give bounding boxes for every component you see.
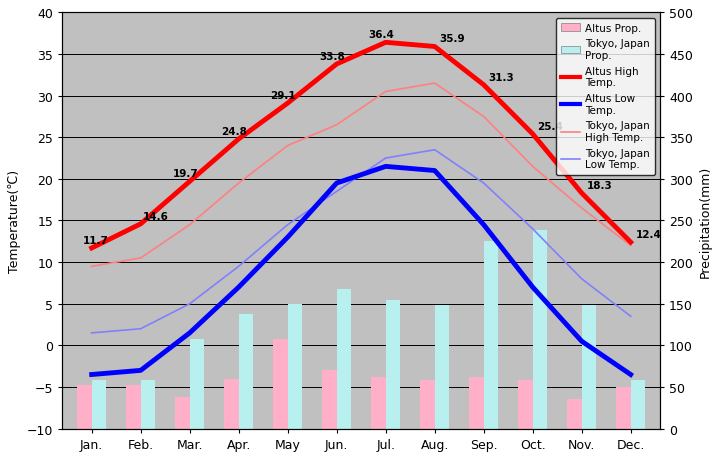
Y-axis label: Temperature(℃): Temperature(℃) (9, 169, 22, 273)
Bar (140, 381, 156, 429)
Bar (126, 386, 140, 429)
Bar (189, 339, 204, 429)
Bar (371, 377, 386, 429)
Bar (616, 387, 631, 429)
Y-axis label: Precipitation(mm): Precipitation(mm) (698, 165, 711, 277)
Bar (288, 304, 302, 429)
Bar (239, 314, 253, 429)
Text: 24.8: 24.8 (222, 127, 248, 137)
Bar (533, 231, 547, 429)
Legend: Altus Prop., Tokyo, Japan
Prop., Altus High
Temp., Altus Low
Temp., Tokyo, Japan: Altus Prop., Tokyo, Japan Prop., Altus H… (556, 18, 655, 175)
Bar (273, 339, 288, 429)
Bar (175, 397, 189, 429)
Text: 29.1: 29.1 (271, 91, 296, 101)
Text: 12.4: 12.4 (636, 230, 662, 240)
Text: 18.3: 18.3 (587, 181, 612, 190)
Bar (582, 306, 596, 429)
Bar (435, 306, 449, 429)
Text: 36.4: 36.4 (369, 30, 395, 40)
Bar (322, 370, 337, 429)
Bar (224, 379, 239, 429)
Text: 31.3: 31.3 (489, 73, 514, 83)
Text: 19.7: 19.7 (173, 169, 198, 179)
Bar (469, 377, 484, 429)
Bar (518, 381, 533, 429)
Text: 14.6: 14.6 (143, 211, 169, 221)
Bar (91, 381, 107, 429)
Bar (420, 381, 435, 429)
Text: 11.7: 11.7 (83, 235, 109, 246)
Bar (631, 381, 645, 429)
Bar (567, 400, 582, 429)
Bar (484, 242, 498, 429)
Text: 33.8: 33.8 (320, 52, 346, 62)
Text: 25.4: 25.4 (538, 122, 564, 132)
Bar (77, 386, 91, 429)
Bar (386, 300, 400, 429)
Bar (337, 289, 351, 429)
Text: 35.9: 35.9 (440, 34, 465, 45)
